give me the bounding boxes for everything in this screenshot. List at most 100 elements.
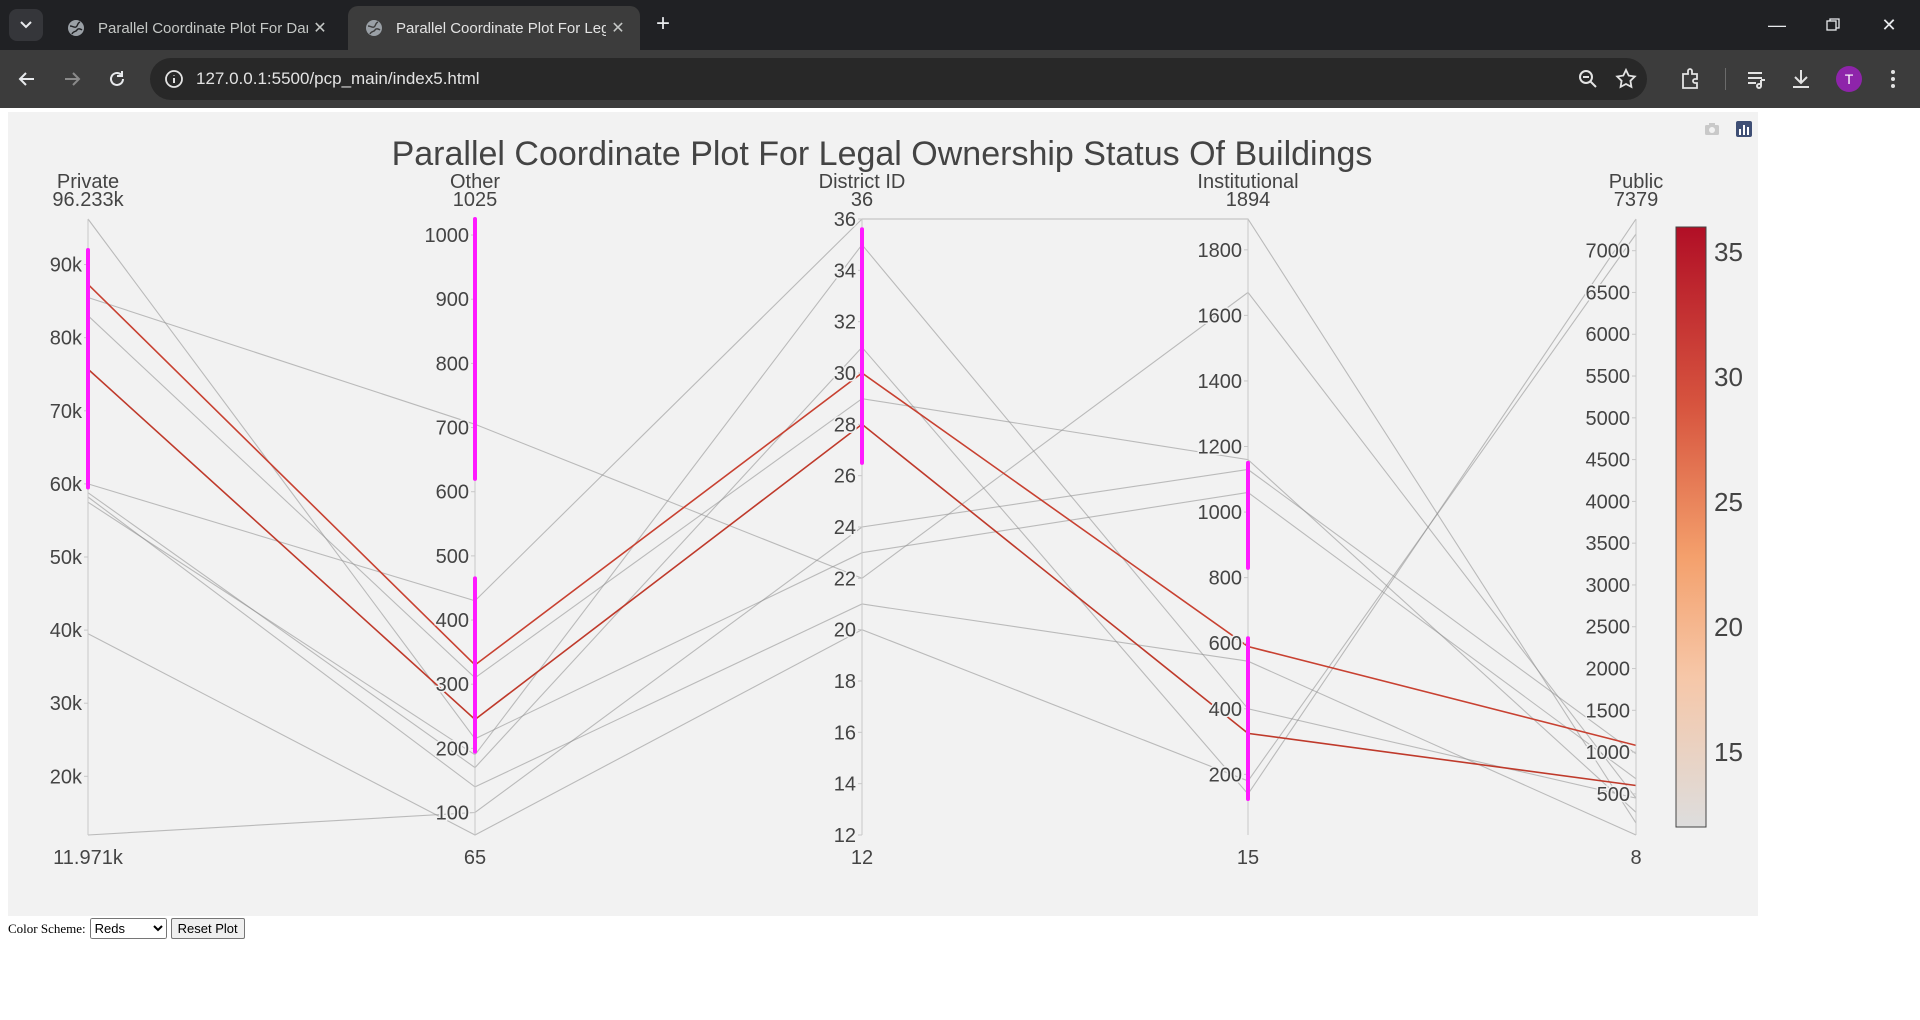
tick-label: 1400 (1198, 371, 1243, 393)
axis-title: Private (57, 171, 119, 193)
tick-label: 4000 (1586, 491, 1631, 513)
chart-title: Parallel Coordinate Plot For Legal Owner… (392, 135, 1373, 173)
axis-min-label: 15 (1237, 847, 1259, 869)
tick-label: 20k (50, 766, 83, 788)
tick-label: 26 (834, 466, 856, 488)
color-scheme-select[interactable]: Reds (89, 918, 167, 939)
controls-bar: Color Scheme: Reds Reset Plot (8, 918, 245, 939)
tick-label: 34 (834, 260, 856, 282)
tab-search-button[interactable] (9, 9, 43, 41)
axis-title: Public (1609, 171, 1663, 193)
tick-label: 28 (834, 414, 856, 436)
reload-icon[interactable] (100, 62, 134, 96)
tick-label: 16 (834, 722, 856, 744)
axis-min-label: 8 (1630, 847, 1641, 869)
more-menu-icon[interactable] (1880, 66, 1906, 92)
tick-label: 14 (834, 774, 856, 796)
browser-tab-strip: Parallel Coordinate Plot For Damage ✕ Pa… (0, 0, 1920, 50)
close-window-icon[interactable]: ✕ (1881, 15, 1897, 35)
axis-min-label: 11.971k (53, 847, 124, 869)
tick-label: 12 (834, 825, 856, 847)
color-scheme-label: Color Scheme: (8, 920, 86, 936)
tab-title: Parallel Coordinate Plot For Legal Owner… (396, 19, 606, 37)
plotly-logo-icon[interactable] (1735, 120, 1753, 138)
colorbar-tick-label: 20 (1714, 612, 1743, 642)
back-arrow-icon[interactable] (10, 62, 44, 96)
reset-plot-button[interactable]: Reset Plot (170, 918, 245, 939)
tick-label: 30k (50, 693, 83, 715)
tick-label: 800 (1209, 568, 1242, 590)
tick-label: 200 (436, 738, 469, 760)
tick-label: 700 (436, 418, 469, 440)
tick-label: 1600 (1198, 305, 1243, 327)
colorbar-tick-label: 30 (1714, 362, 1743, 392)
tick-label: 3500 (1586, 533, 1631, 555)
tab-title: Parallel Coordinate Plot For Damage (98, 19, 308, 37)
globe-icon (366, 20, 382, 36)
tick-label: 30 (834, 363, 856, 385)
axis-max-label: 36 (851, 189, 873, 211)
tick-label: 40k (50, 620, 83, 642)
media-controls-icon[interactable] (1744, 66, 1770, 92)
axis-district-id[interactable]: District ID36121214161820222426283032343… (819, 171, 906, 869)
tick-label: 60k (50, 474, 83, 496)
tick-label: 1000 (1586, 742, 1631, 764)
colorbar: 15 20 25 30 35 (1675, 226, 1743, 828)
tick-label: 500 (1597, 784, 1630, 806)
tick-label: 100 (436, 803, 469, 825)
tick-label: 90k (50, 255, 83, 277)
chevron-down-icon (20, 21, 32, 29)
browser-tab-active[interactable]: Parallel Coordinate Plot For Legal Owner… (348, 6, 640, 50)
axis-title: Other (450, 171, 500, 193)
close-tab-icon[interactable]: ✕ (611, 20, 625, 37)
new-tab-plus-icon[interactable]: + (655, 10, 670, 37)
camera-icon[interactable] (1703, 120, 1721, 138)
tick-label: 2000 (1586, 659, 1631, 681)
browser-toolbar: 127.0.0.1:5500/pcp_main/index5.html T (0, 50, 1920, 108)
tick-label: 80k (50, 328, 83, 350)
colorbar-bar (1675, 226, 1707, 828)
tick-label: 6000 (1586, 324, 1631, 346)
tick-label: 600 (1209, 633, 1242, 655)
tick-label: 400 (436, 610, 469, 632)
axis-max-label: 7379 (1614, 189, 1659, 211)
forward-arrow-icon[interactable] (55, 62, 89, 96)
extensions-puzzle-icon[interactable] (1678, 66, 1704, 92)
colorbar-tick-label: 35 (1714, 237, 1743, 267)
axis-min-label: 12 (851, 847, 873, 869)
profile-avatar[interactable]: T (1836, 66, 1862, 92)
minimize-icon[interactable]: — (1768, 15, 1786, 35)
axis-max-label: 96.233k (52, 189, 124, 211)
restore-icon[interactable] (1810, 10, 1856, 40)
tick-label: 1000 (425, 225, 470, 247)
browser-tab[interactable]: Parallel Coordinate Plot For Damage ✕ (50, 6, 342, 50)
close-tab-icon[interactable]: ✕ (313, 20, 327, 37)
tick-label: 20 (834, 620, 856, 642)
tick-label: 50k (50, 547, 83, 569)
bookmark-star-icon[interactable] (1614, 67, 1638, 91)
tick-label: 70k (50, 401, 83, 423)
tick-label: 18 (834, 671, 856, 693)
tick-label: 1800 (1198, 240, 1243, 262)
tick-label: 1000 (1198, 502, 1243, 524)
tick-label: 600 (436, 482, 469, 504)
tick-label: 1200 (1198, 437, 1243, 459)
zoom-icon[interactable] (1576, 67, 1600, 91)
tick-label: 400 (1209, 699, 1242, 721)
tick-label: 900 (436, 289, 469, 311)
axis-max-label: 1894 (1226, 189, 1271, 211)
tick-label: 32 (834, 312, 856, 334)
tick-label: 4500 (1586, 450, 1631, 472)
tick-label: 5500 (1586, 366, 1631, 388)
axis-title: District ID (819, 171, 906, 193)
tick-label: 36 (834, 209, 856, 231)
site-info-icon[interactable] (162, 67, 186, 91)
address-bar[interactable]: 127.0.0.1:5500/pcp_main/index5.html (150, 58, 1647, 100)
download-icon[interactable] (1788, 66, 1814, 92)
